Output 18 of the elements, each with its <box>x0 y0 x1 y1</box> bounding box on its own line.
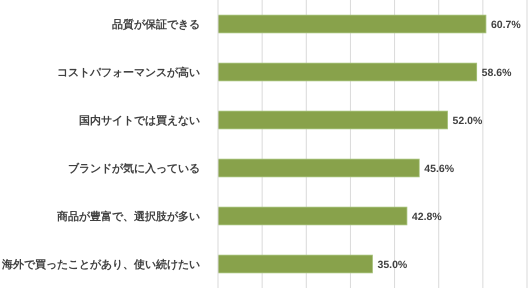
y-tick-label: 商品が豊富で、選択肢が多い <box>56 210 200 223</box>
y-tick-label: 海外で買ったことがあり、使い続けたい <box>1 258 200 271</box>
y-tick-label: 品質が保証できる <box>112 18 200 31</box>
data-label: 45.6% <box>424 163 455 175</box>
bar <box>218 14 486 34</box>
bar <box>218 206 408 226</box>
bar <box>218 254 373 274</box>
y-tick-label: 国内サイトでは買えない <box>79 114 200 127</box>
data-label: 58.6% <box>482 67 512 79</box>
bar <box>218 62 478 82</box>
bar <box>218 110 448 130</box>
data-label: 42.8% <box>412 211 442 223</box>
y-tick-label: ブランドが気に入っている <box>68 162 200 175</box>
data-label: 52.0% <box>452 115 483 127</box>
data-label: 60.7% <box>490 19 522 31</box>
y-tick-label: コストパフォーマンスが高い <box>57 66 200 79</box>
data-label: 35.0% <box>378 259 408 271</box>
bar <box>218 158 420 178</box>
